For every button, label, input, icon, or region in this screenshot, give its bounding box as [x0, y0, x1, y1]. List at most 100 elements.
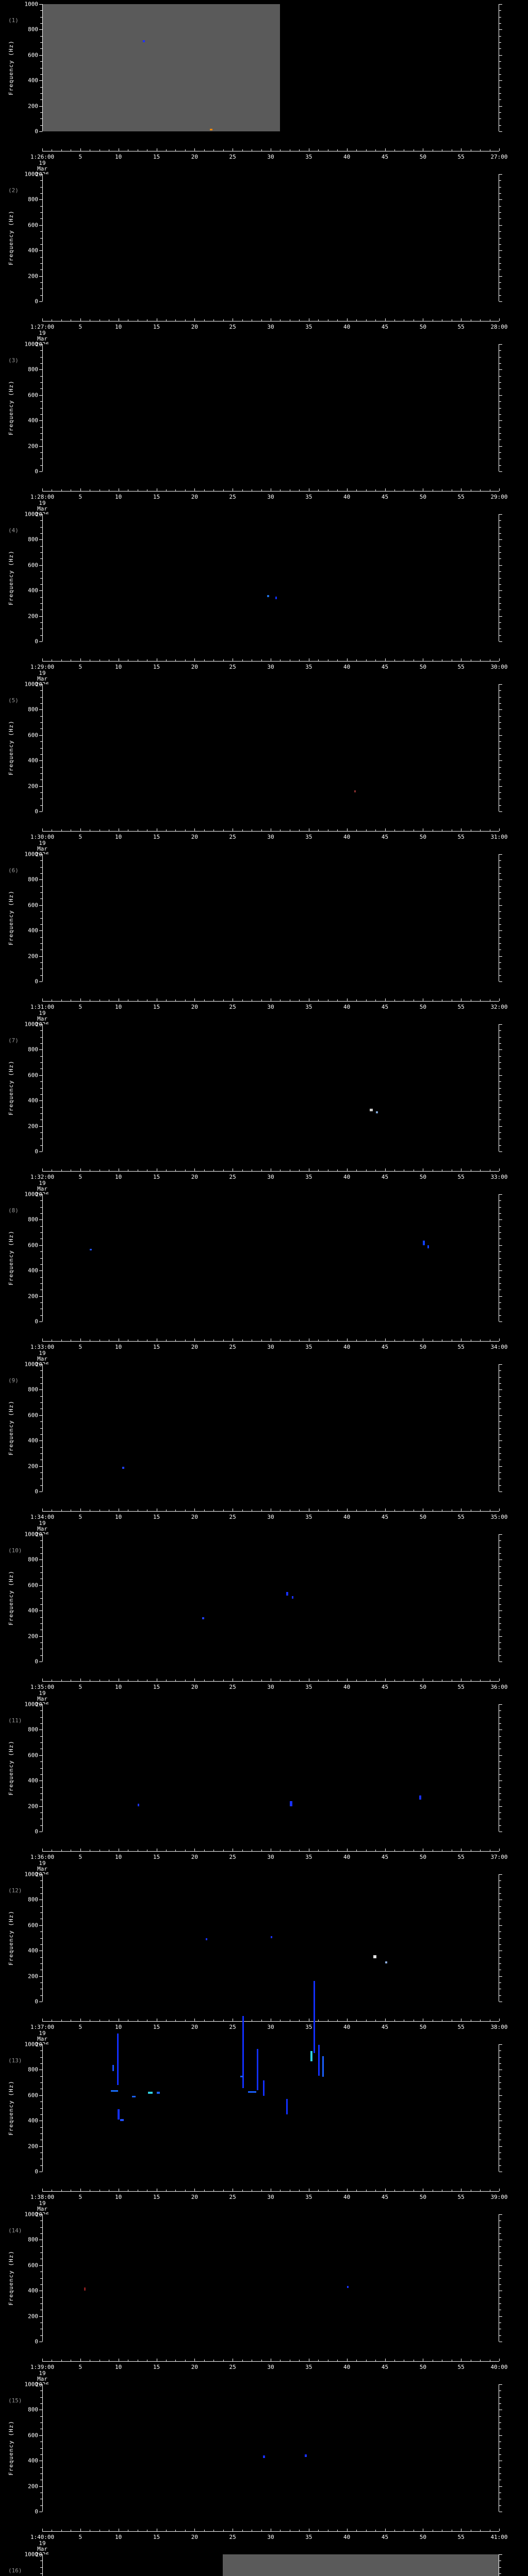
plot-area[interactable]: [42, 1874, 499, 2002]
y-tick-label: 1000: [24, 681, 39, 688]
x-tick-label: 50: [419, 2534, 426, 2540]
y-axis: 0 200 400 600 800 1000: [25, 2042, 43, 2175]
y-tick: [40, 2416, 42, 2417]
x-tick: [299, 2020, 300, 2021]
plot-area[interactable]: [42, 854, 499, 981]
y-tick-right: [499, 48, 501, 49]
y-tick-right: [499, 1213, 501, 1214]
x-tick: [318, 2190, 319, 2191]
x-tick: [480, 319, 481, 321]
y-tick-right: [499, 2265, 502, 2266]
y-tick: [40, 263, 42, 264]
panel-number: (6): [8, 867, 19, 874]
y-tick-label: 400: [28, 1437, 38, 1444]
x-tick: [213, 2360, 214, 2361]
y-tick: [40, 1207, 42, 1208]
plot-area[interactable]: [42, 1981, 499, 2172]
y-tick: [39, 369, 42, 370]
x-tick: [213, 2530, 214, 2531]
y-tick: [40, 238, 42, 239]
x-tick: [356, 149, 357, 151]
y-tick: [40, 2082, 42, 2083]
plot-area[interactable]: [42, 514, 499, 641]
y-tick-right: [499, 1302, 501, 1303]
y-tick-label: 600: [28, 222, 38, 229]
panel-number: (10): [8, 1547, 22, 1554]
x-axis-end-time: 37:00: [490, 1854, 508, 1860]
y-tick-right: [499, 1194, 502, 1195]
x-tick: [175, 1680, 176, 1681]
y-tick-right: [499, 1995, 501, 1996]
x-axis-date-line-2: Mar: [37, 2546, 47, 2552]
x-tick: [204, 2190, 205, 2191]
plot-area[interactable]: [42, 1704, 499, 1832]
plot-area[interactable]: [42, 1534, 499, 1662]
detection-mark: [292, 1596, 294, 1599]
x-axis: 5101520253035404550551:38:0039:0019Mar20…: [30, 2189, 508, 2217]
y-tick-right: [499, 1982, 501, 1983]
x-tick: [480, 2360, 481, 2361]
x-tick-label: 25: [229, 1854, 236, 1860]
y-tick-right: [499, 1151, 502, 1152]
spectrogram-panel: 0 200 400 600 800 1000 Frequency (Hz) (14) 5 10 15…: [0, 2210, 528, 2388]
x-tick: [61, 2020, 62, 2021]
plot-area[interactable]: [42, 344, 499, 471]
plot-area[interactable]: [42, 2214, 499, 2342]
y-tick-label: 800: [28, 2236, 38, 2243]
y-tick-right: [499, 578, 501, 579]
x-tick: [42, 828, 43, 831]
plot-area[interactable]: [42, 4, 499, 131]
x-tick: [194, 2019, 195, 2021]
x-tick: [480, 2190, 481, 2191]
y-tick: [40, 2403, 42, 2404]
y-tick: [40, 1421, 42, 1422]
x-tick: [42, 2359, 43, 2361]
x-tick: [242, 1340, 243, 1341]
x-tick: [213, 2020, 214, 2021]
y-tick-label: 200: [28, 1803, 38, 1810]
x-tick: [261, 1680, 262, 1681]
x-axis-end-time: 29:00: [490, 494, 508, 500]
y-tick: [40, 741, 42, 742]
x-tick: [223, 659, 224, 661]
y-tick-right: [499, 471, 502, 472]
plot-area[interactable]: [42, 2554, 499, 2576]
panel-number: (4): [8, 527, 19, 534]
plot-area[interactable]: [42, 1024, 499, 1151]
y-axis-title-text: Frequency (Hz): [7, 1400, 14, 1455]
y-tick-right: [499, 1906, 501, 1907]
detection-mark: [373, 1955, 377, 1959]
plot-area[interactable]: [42, 2384, 499, 2512]
y-axis: 0 200 400 600 800 1000: [25, 1872, 43, 2005]
y-tick-label: 0: [35, 298, 38, 305]
x-tick: [242, 659, 243, 661]
plot-area[interactable]: [42, 684, 499, 811]
x-tick-label: 55: [457, 2024, 465, 2030]
y-tick: [40, 1931, 42, 1933]
x-tick: [204, 319, 205, 321]
x-tick: [223, 149, 224, 151]
y-tick-right: [499, 1642, 501, 1643]
y-tick-right: [499, 433, 501, 434]
x-tick: [337, 1510, 338, 1511]
x-tick-label: 5: [78, 1344, 82, 1350]
x-tick: [299, 1850, 300, 1851]
plot-area[interactable]: [42, 1364, 499, 1492]
y-tick-right: [499, 539, 502, 540]
x-axis-date-line-1: 19: [39, 840, 46, 846]
x-tick: [366, 829, 367, 831]
y-tick-right: [499, 918, 501, 919]
detection-mark: [263, 2080, 265, 2096]
y-tick-label: 400: [28, 2457, 38, 2464]
plot-area[interactable]: [42, 1194, 499, 1321]
y-tick-right: [499, 867, 501, 868]
y-tick-right: [499, 1126, 502, 1127]
x-tick-label: 15: [153, 1684, 160, 1690]
x-tick: [42, 2019, 43, 2021]
y-tick: [40, 2233, 42, 2234]
x-tick: [204, 149, 205, 151]
plot-area[interactable]: [42, 174, 499, 301]
y-tick-label: 1000: [24, 341, 39, 348]
y-tick: [39, 1585, 42, 1586]
y-tick: [40, 1302, 42, 1303]
